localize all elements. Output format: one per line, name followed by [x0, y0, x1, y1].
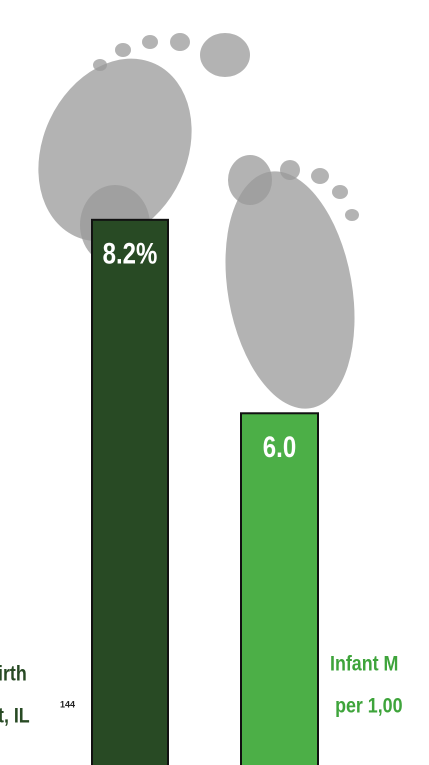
toe: [228, 155, 272, 205]
category-label: t, IL: [0, 704, 30, 728]
toe: [332, 185, 348, 199]
category-label: irth: [0, 662, 27, 686]
toe: [170, 33, 190, 51]
category-label: per 1,00: [335, 694, 403, 718]
toe: [345, 209, 359, 221]
toe: [311, 168, 329, 184]
category-label: Infant M: [330, 652, 398, 676]
footprints: [38, 33, 359, 409]
value-label: 8.2%: [103, 236, 158, 270]
toe: [93, 59, 107, 71]
bar: [240, 412, 319, 765]
toe: [200, 33, 250, 77]
toe: [142, 35, 158, 49]
toe: [115, 43, 131, 57]
toe: [280, 160, 300, 180]
footprint: [225, 171, 355, 409]
footprint: [38, 58, 192, 242]
value-label: 6.0: [263, 430, 296, 464]
bar: [91, 218, 169, 765]
footnote-ref: 144: [60, 699, 75, 709]
